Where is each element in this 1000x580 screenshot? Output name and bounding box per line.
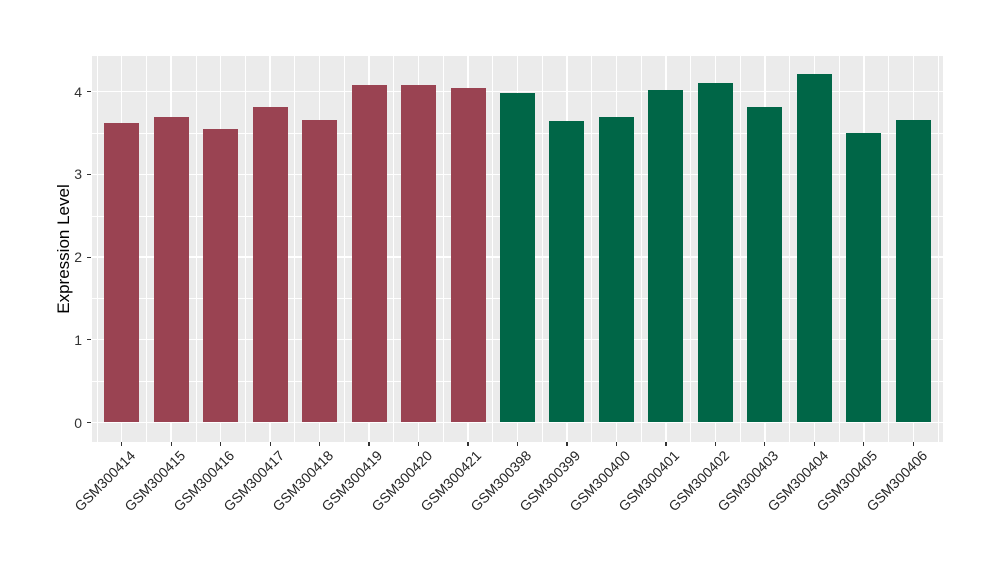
x-tick-mark (121, 442, 123, 446)
x-tick-mark (220, 442, 222, 446)
y-tick-label: 3 (74, 166, 82, 183)
y-tick-label: 0 (74, 414, 82, 431)
x-tick-mark (912, 442, 914, 446)
bar-GSM300417 (252, 107, 288, 423)
bar-GSM300418 (302, 119, 338, 423)
gridline-minor-vertical (195, 56, 197, 442)
y-tick-mark (87, 173, 91, 175)
y-tick-mark (87, 256, 91, 258)
gridline-minor-vertical (640, 56, 642, 442)
gridline-minor-vertical (96, 56, 98, 442)
gridline-minor-vertical (541, 56, 543, 442)
y-axis-title: Expression Level (54, 184, 73, 314)
y-tick-mark (87, 91, 91, 93)
gridline-minor-vertical (690, 56, 692, 442)
gridline-minor-vertical (393, 56, 395, 442)
y-tick-mark (87, 421, 91, 424)
bar-GSM300415 (153, 117, 189, 423)
bar-GSM300403 (747, 107, 783, 423)
bar-GSM300399 (549, 121, 585, 423)
bar-GSM300419 (351, 85, 387, 423)
y-tick-label: 2 (74, 249, 82, 266)
gridline-minor-vertical (789, 56, 791, 442)
x-tick-mark (566, 442, 568, 446)
x-tick-mark (467, 442, 469, 446)
gridline-minor-vertical (937, 56, 939, 442)
x-tick-mark (863, 442, 865, 446)
x-tick-mark (665, 442, 667, 446)
gridline-minor-vertical (888, 56, 889, 442)
x-tick-mark (318, 442, 321, 446)
bar-GSM300398 (500, 93, 535, 423)
x-tick-mark (516, 442, 519, 446)
x-tick-mark (368, 442, 370, 446)
x-tick-mark (813, 442, 815, 446)
gridline-minor-vertical (244, 56, 246, 442)
bar-GSM300414 (104, 123, 140, 423)
bar-GSM300405 (846, 133, 882, 423)
y-tick-label: 1 (74, 331, 82, 348)
bar-GSM300406 (895, 119, 931, 423)
x-tick-mark (417, 442, 420, 446)
x-tick-mark (170, 442, 172, 446)
x-tick-mark (714, 442, 716, 446)
y-tick-label: 4 (74, 83, 82, 100)
gridline-minor-vertical (146, 56, 147, 442)
gridline-minor-vertical (442, 56, 444, 442)
x-tick-mark (269, 442, 271, 446)
gridline-minor-vertical (591, 56, 593, 442)
y-tick-mark (87, 339, 91, 341)
bar-GSM300404 (796, 74, 832, 423)
gridline-minor-vertical (294, 56, 296, 442)
gridline-minor-vertical (343, 56, 345, 442)
plot-panel (92, 56, 943, 442)
bar-GSM300416 (203, 128, 239, 423)
bar-GSM300420 (401, 85, 437, 423)
bar-GSM300400 (598, 116, 634, 423)
bar-GSM300401 (648, 90, 684, 423)
bar-GSM300421 (450, 88, 486, 423)
bar-GSM300402 (697, 83, 733, 423)
gridline-minor-vertical (739, 56, 741, 442)
gridline-minor-vertical (492, 56, 494, 442)
gridline-minor-vertical (838, 56, 840, 442)
x-tick-mark (764, 442, 766, 446)
x-tick-mark (615, 442, 618, 446)
